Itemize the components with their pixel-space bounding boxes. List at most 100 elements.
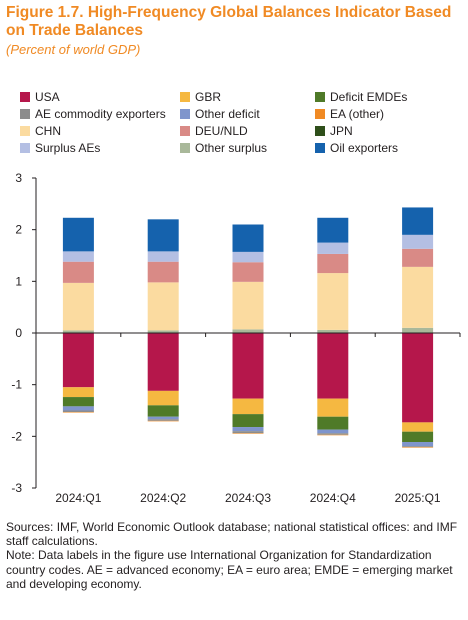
bar-segment-ea-other <box>317 434 349 436</box>
y-tick-label: 3 <box>15 171 22 185</box>
legend-swatch <box>20 92 30 102</box>
bar-segment-deficit-emdes <box>402 431 434 443</box>
bar-segment-deu-nld <box>147 261 179 283</box>
legend-swatch <box>180 109 190 119</box>
bar-segment-surplus-aes <box>147 251 179 262</box>
bar-segment-deu-nld <box>232 262 264 282</box>
bar-segment-deu-nld <box>402 248 434 267</box>
bar-segment-deficit-emdes <box>232 414 264 428</box>
x-tick-label: 2024:Q1 <box>55 491 101 505</box>
legend-label: EA (other) <box>330 107 385 121</box>
bar-segment-usa <box>147 333 179 391</box>
bar-segment-deu-nld <box>62 261 94 283</box>
bar-segment-gbr <box>232 398 264 415</box>
bar-segment-other-deficit <box>147 416 179 420</box>
bar-segment-ae-commodity-exporters <box>402 446 434 448</box>
legend-swatch <box>180 92 190 102</box>
bar-segment-ea-other <box>402 447 434 448</box>
chart-subtitle: (Percent of world GDP) <box>6 42 141 57</box>
bar-segment-other-deficit <box>402 442 434 447</box>
abbreviation-note: Note: Data labels in the figure use Inte… <box>6 548 453 591</box>
legend-label: Deficit EMDEs <box>330 90 408 104</box>
y-tick-label: 1 <box>15 274 22 288</box>
bar-segment-usa <box>232 333 264 399</box>
bar-segment-other-deficit <box>317 429 349 434</box>
legend-label: Surplus AEs <box>35 141 101 155</box>
x-tick-label: 2025:Q1 <box>395 491 441 505</box>
bar-segment-oil-exporters <box>402 207 434 235</box>
legend-item-other-surplus: Other surplus <box>180 141 267 155</box>
y-tick-label: -3 <box>11 481 22 495</box>
legend-swatch <box>180 126 190 136</box>
x-tick-label: 2024:Q4 <box>310 491 356 505</box>
bar-segment-chn <box>232 281 264 330</box>
bar-segment-oil-exporters <box>62 217 94 252</box>
bar-segment-gbr <box>62 387 94 398</box>
legend-label: Oil exporters <box>330 141 399 155</box>
bar-segment-chn <box>402 266 434 328</box>
bar-segment-other-deficit <box>232 427 264 432</box>
legend-swatch <box>20 109 30 119</box>
bar-segment-deficit-emdes <box>147 405 179 417</box>
bar-segment-gbr <box>147 390 179 406</box>
bar-segment-oil-exporters <box>232 224 264 252</box>
bar-segment-deficit-emdes <box>62 397 94 407</box>
bar-segment-chn <box>147 282 179 331</box>
legend-swatch <box>315 143 325 153</box>
bar-segment-ae-commodity-exporters <box>317 433 349 435</box>
legend-label: CHN <box>35 124 61 138</box>
legend-label: JPN <box>330 124 353 138</box>
legend-label: DEU/NLD <box>195 124 248 138</box>
legend-item-usa: USA <box>20 90 60 104</box>
bar-segment-usa <box>402 333 434 423</box>
legend-label: AE commodity exporters <box>35 107 166 121</box>
chart-title: Figure 1.7. High-Frequency Global Balanc… <box>6 4 452 39</box>
legend-label: Other deficit <box>195 107 260 121</box>
legend-swatch <box>315 126 325 136</box>
bar-segment-usa <box>62 333 94 388</box>
bar-segment-surplus-aes <box>402 234 434 249</box>
chart-legend: USA GBR Deficit EMDEs AE commodity exporter… <box>20 90 460 160</box>
y-tick-label: 0 <box>15 326 22 340</box>
bar-segment-oil-exporters <box>147 219 179 252</box>
bar-segment-ea-other <box>147 420 179 422</box>
legend-label: USA <box>35 90 60 104</box>
legend-swatch <box>315 109 325 119</box>
legend-item-jpn: JPN <box>315 124 353 138</box>
legend-swatch <box>180 143 190 153</box>
bar-segment-other-surplus <box>147 330 179 333</box>
legend-swatch <box>20 126 30 136</box>
legend-swatch <box>20 143 30 153</box>
legend-label: GBR <box>195 90 222 104</box>
bar-segment-other-surplus <box>402 327 434 333</box>
bar-segment-other-surplus <box>317 329 349 333</box>
bar-segment-deu-nld <box>317 253 349 274</box>
sources-note: Sources: IMF, World Economic Outlook dat… <box>6 520 458 549</box>
legend-item-ae-commodity-exporters: AE commodity exporters <box>20 107 166 121</box>
legend-item-deficit-emdes: Deficit EMDEs <box>315 90 407 104</box>
bar-segment-other-deficit <box>62 406 94 411</box>
bar-segment-deficit-emdes <box>317 416 349 430</box>
bar-segment-ea-other <box>62 412 94 413</box>
legend-item-chn: CHN <box>20 124 61 138</box>
x-tick-label: 2024:Q2 <box>140 491 186 505</box>
bar-segment-surplus-aes <box>62 251 94 262</box>
bar-segment-ea-other <box>232 433 264 434</box>
bar-segment-gbr <box>402 422 434 432</box>
bar-segment-other-surplus <box>62 330 94 333</box>
legend-item-other-deficit: Other deficit <box>180 107 260 121</box>
stacked-bar-chart: -3 -2 -1 0 1 2 3 2024:Q1 2024:Q2 2024:Q3 2024:Q4 20… <box>11 171 461 505</box>
bar-segment-gbr <box>317 398 349 417</box>
figure-notes: Sources: IMF, World Economic Outlook dat… <box>6 520 462 591</box>
bar-segment-chn <box>62 282 94 331</box>
legend-item-surplus-aes: Surplus AEs <box>20 141 100 155</box>
x-tick-label: 2024:Q3 <box>225 491 271 505</box>
bar-segment-other-surplus <box>232 329 264 333</box>
legend-item-oil-exporters: Oil exporters <box>315 141 398 155</box>
y-tick-label: 2 <box>15 223 22 237</box>
legend-label: Other surplus <box>195 141 268 155</box>
legend-item-deu-nld: DEU/NLD <box>180 124 248 138</box>
bar-segment-chn <box>317 273 349 330</box>
legend-item-ea-other: EA (other) <box>315 107 384 121</box>
bar-segment-surplus-aes <box>317 242 349 254</box>
